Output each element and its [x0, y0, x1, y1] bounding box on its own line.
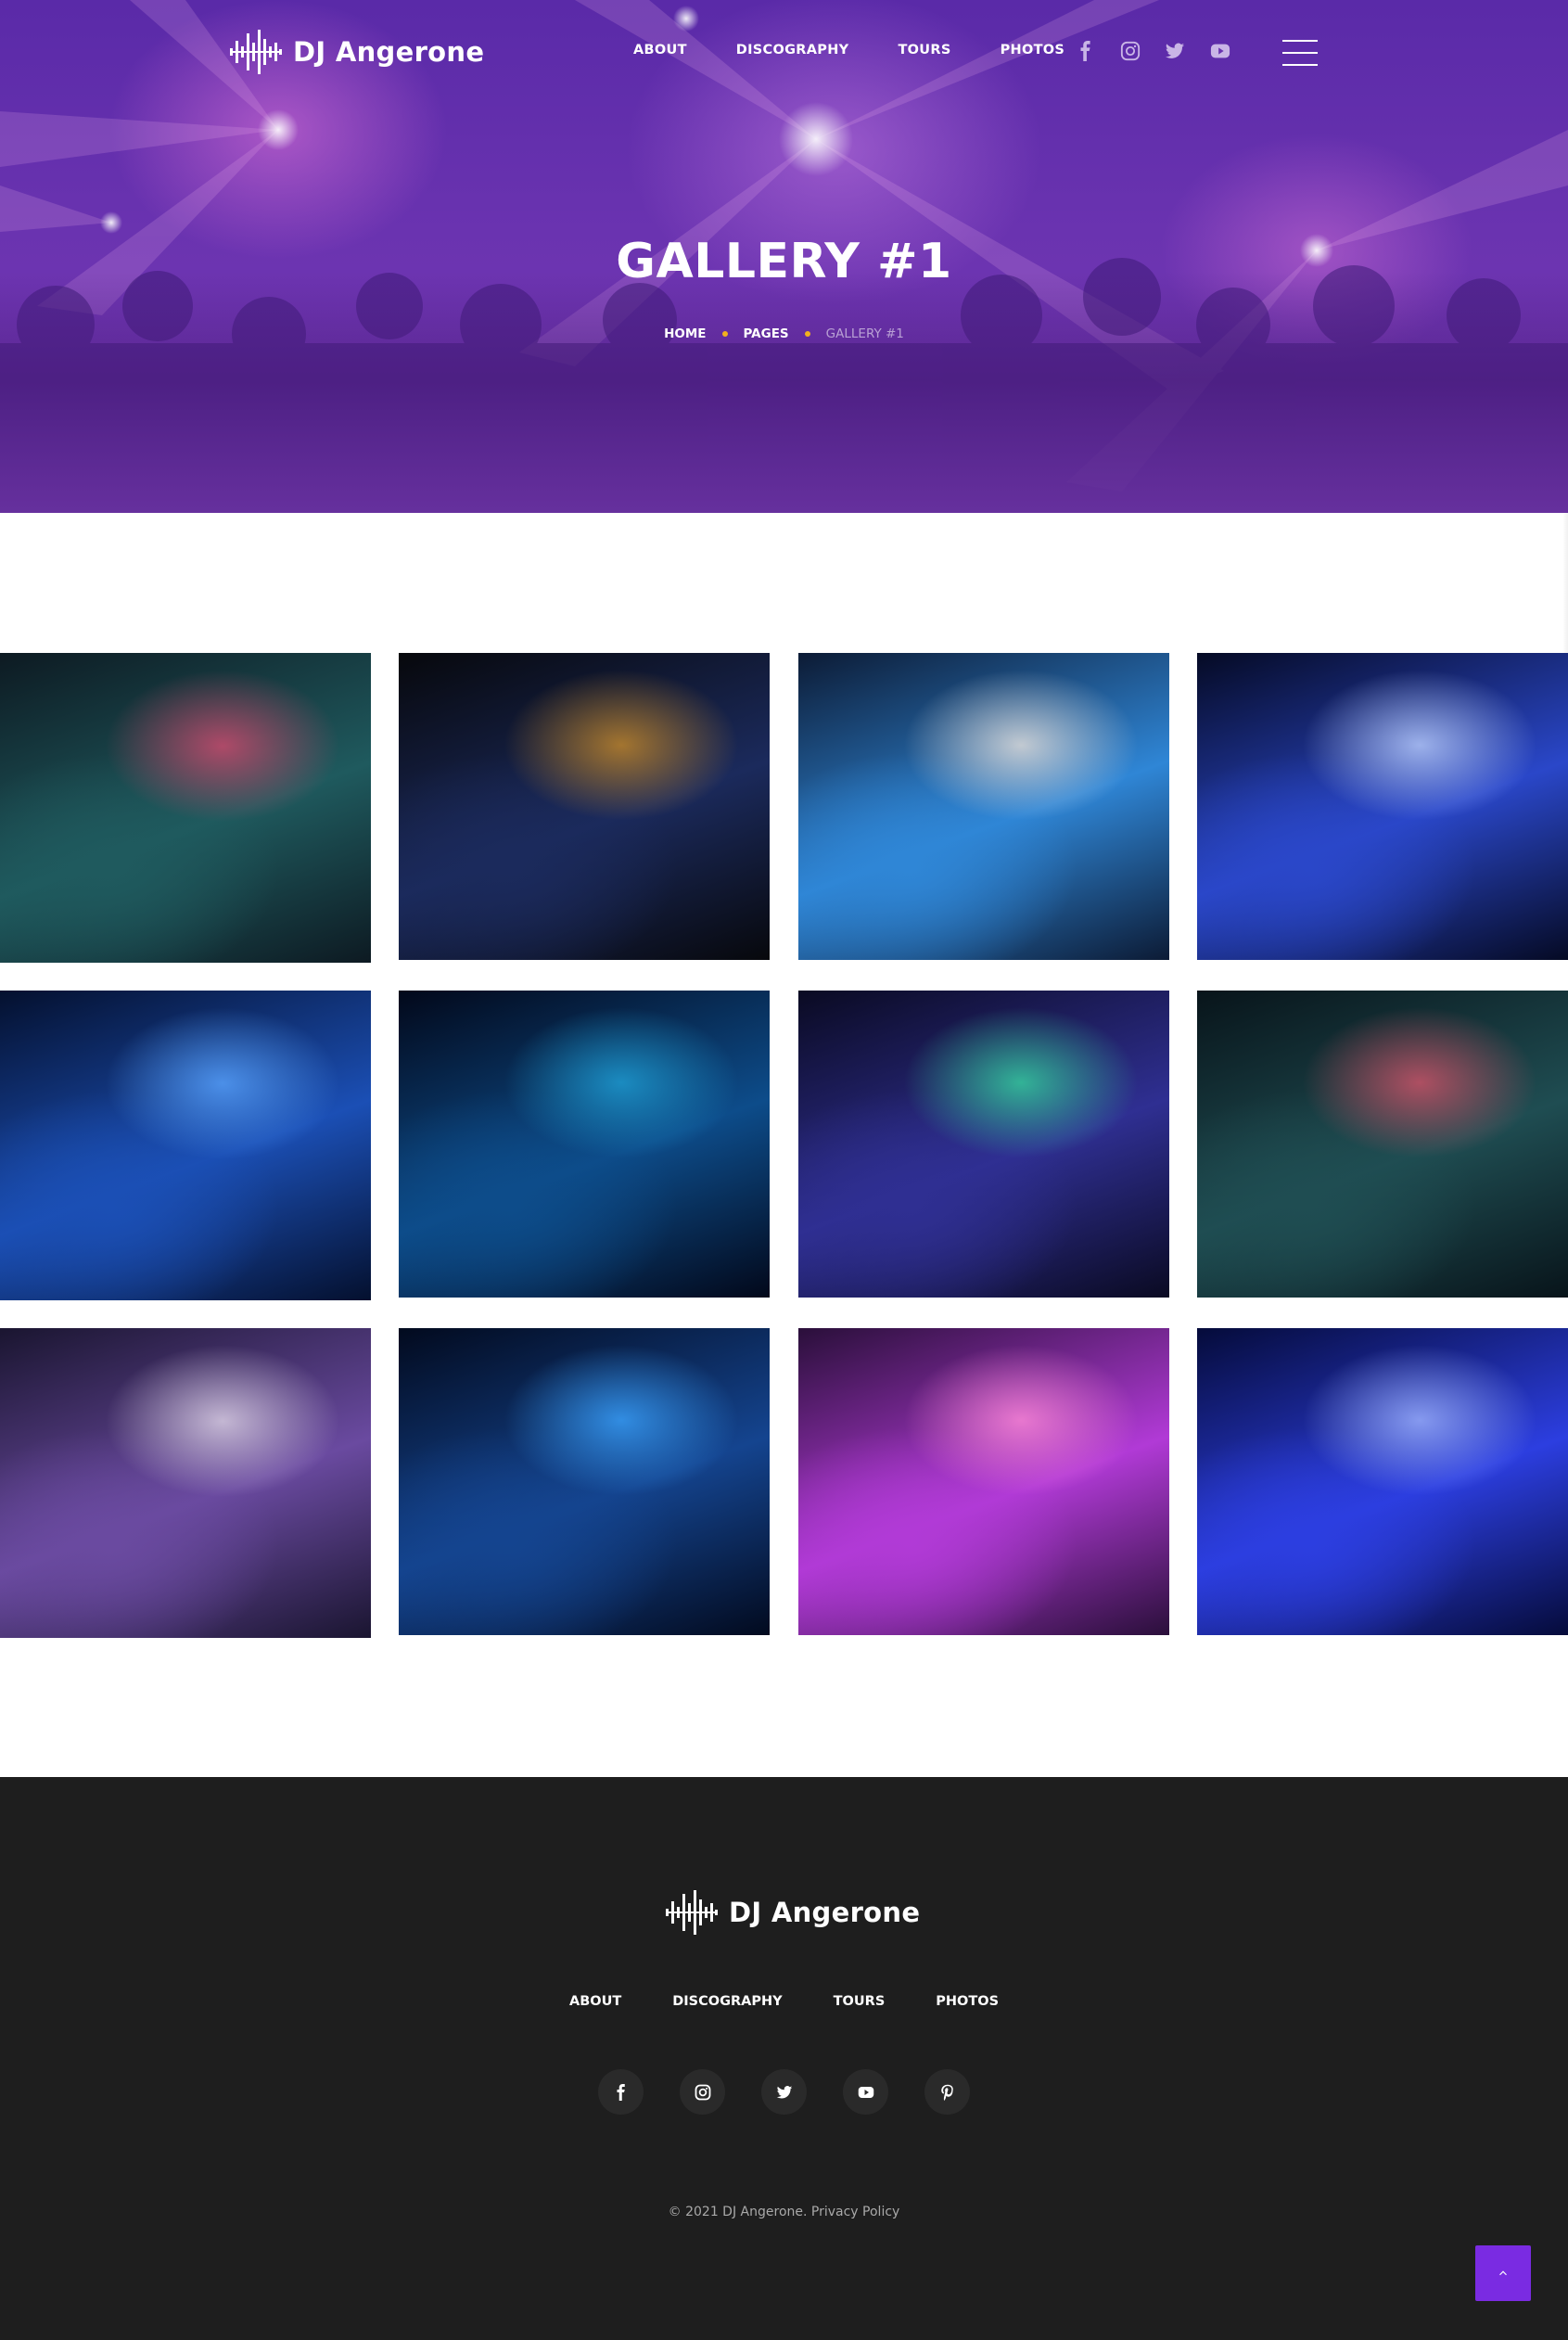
breadcrumb-separator: [721, 331, 728, 337]
scroll-edge-shadow: [1562, 513, 1568, 661]
soundwave-logo-icon: [230, 30, 282, 74]
site-footer: DJ Angerone ABOUT DISCOGRAPHY TOURS PHOT…: [0, 1777, 1568, 2340]
nav-item-about[interactable]: ABOUT: [633, 43, 687, 58]
crowd-overlay: [0, 272, 1568, 513]
footer-social-links: [0, 2069, 1568, 2115]
facebook-icon[interactable]: [1076, 41, 1096, 61]
breadcrumb-pages[interactable]: PAGES: [743, 326, 789, 341]
twitter-icon[interactable]: [1165, 41, 1185, 61]
photo-man-seated-graffiti[interactable]: [1197, 991, 1568, 1298]
footer-nav: ABOUT DISCOGRAPHY TOURS PHOTOS: [0, 1994, 1568, 2009]
footer-nav-discography[interactable]: DISCOGRAPHY: [672, 1994, 783, 2009]
pinterest-icon: [940, 2084, 953, 2101]
hero-banner: DJ Angerone ABOUT DISCOGRAPHY TOURS PHOT…: [0, 0, 1568, 513]
breadcrumb-separator: [804, 331, 810, 337]
breadcrumb-current: GALLERY #1: [825, 326, 904, 341]
photo-woman-in-club[interactable]: [399, 653, 770, 960]
copyright: © 2021 DJ Angerone. Privacy Policy: [0, 2205, 1568, 2219]
nav-item-tours[interactable]: TOURS: [898, 43, 951, 58]
photo-dj-facing-crowd[interactable]: [798, 653, 1169, 960]
photo-two-djs-blue[interactable]: [1197, 1328, 1568, 1635]
nav-item-discography[interactable]: DISCOGRAPHY: [735, 43, 849, 58]
footer-nav-photos[interactable]: PHOTOS: [936, 1994, 1000, 2009]
chevron-up-icon: [1499, 2270, 1507, 2276]
breadcrumb-home[interactable]: HOME: [664, 326, 707, 341]
brand-name: DJ Angerone: [293, 36, 485, 68]
instagram-icon: [695, 2084, 710, 2100]
instagram-icon[interactable]: [1120, 41, 1141, 61]
footer-nav-tours[interactable]: TOURS: [833, 1994, 886, 2009]
page-title: GALLERY #1: [616, 234, 952, 289]
photo-blue-stage-crowd[interactable]: [1197, 653, 1568, 960]
copyright-text: © 2021 DJ Angerone.: [668, 2205, 808, 2219]
photo-crowded-dance-floor[interactable]: [0, 1328, 371, 1638]
photo-disco-ball[interactable]: [798, 991, 1169, 1298]
footer-facebook-button[interactable]: [598, 2069, 644, 2115]
footer-pinterest-button[interactable]: [924, 2069, 970, 2115]
photo-club-crowd-dj-deck[interactable]: [0, 653, 371, 963]
footer-twitter-button[interactable]: [761, 2069, 807, 2115]
photo-dj-headphones-pink[interactable]: [798, 1328, 1169, 1635]
main-nav: ABOUT DISCOGRAPHY TOURS PHOTOS: [633, 43, 1064, 58]
privacy-policy-link[interactable]: Privacy Policy: [810, 2205, 900, 2219]
soundwave-logo-icon: [666, 1890, 718, 1935]
photo-dj-mixer-blue[interactable]: [399, 1328, 770, 1635]
nav-item-photos[interactable]: PHOTOS: [1000, 43, 1065, 58]
photo-hands-on-mixer[interactable]: [0, 991, 371, 1300]
youtube-icon[interactable]: [1209, 41, 1230, 61]
twitter-icon: [776, 2085, 792, 2098]
header-logo[interactable]: DJ Angerone: [230, 30, 484, 74]
footer-logo[interactable]: DJ Angerone: [666, 1890, 920, 1935]
footer-youtube-button[interactable]: [843, 2069, 888, 2115]
footer-nav-about[interactable]: ABOUT: [568, 1994, 622, 2009]
back-to-top-button[interactable]: [1475, 2245, 1531, 2301]
header-social-links: [1076, 41, 1230, 61]
breadcrumb: HOME PAGES GALLERY #1: [0, 326, 1568, 341]
facebook-icon: [617, 2083, 625, 2101]
photo-dj-arms-raised[interactable]: [399, 991, 770, 1298]
brand-name: DJ Angerone: [729, 1897, 921, 1928]
hamburger-menu-icon[interactable]: [1282, 40, 1318, 66]
youtube-icon: [858, 2086, 873, 2098]
footer-instagram-button[interactable]: [680, 2069, 725, 2115]
